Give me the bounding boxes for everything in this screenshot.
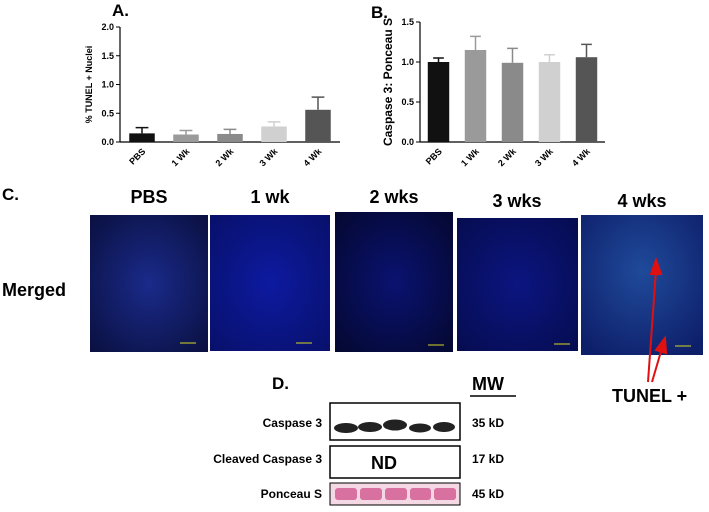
error-bar — [135, 126, 149, 134]
panel-label: D. — [272, 374, 289, 393]
x-tick-label: 2 Wk — [213, 146, 236, 169]
error-bar — [581, 43, 592, 58]
panel-label: B. — [371, 3, 388, 22]
scale-bars — [180, 342, 691, 347]
y-tick-label: 1.0 — [401, 57, 414, 67]
micrograph — [335, 212, 453, 352]
y-tick-label: 0.0 — [401, 137, 414, 147]
y-tick-label: 1.5 — [101, 51, 114, 61]
mw-label: 35 kD — [472, 416, 504, 430]
error-bar — [179, 129, 193, 135]
arrows — [647, 257, 668, 383]
micrograph — [457, 218, 578, 351]
bar — [538, 62, 561, 142]
x-tick-label: PBS — [424, 146, 444, 166]
y-tick-label: 2.0 — [101, 22, 114, 32]
bar — [501, 62, 524, 142]
x-tick-label: PBS — [127, 146, 147, 166]
not-detected: ND — [371, 453, 397, 473]
micrograph — [90, 215, 208, 352]
blot — [329, 445, 461, 479]
bar — [173, 134, 199, 142]
column-header: 3 wks — [492, 191, 541, 211]
micrograph — [210, 215, 330, 351]
column-header: 4 wks — [617, 191, 666, 211]
row-label: Caspase 3 — [263, 416, 323, 430]
y-tick-label: 0.0 — [101, 137, 114, 147]
panel-label: C. — [2, 185, 19, 204]
y-axis-label: % TUNEL + Nuclei — [84, 46, 94, 124]
x-tick-label: 4 Wk — [570, 146, 593, 169]
x-tick-label: 4 Wk — [301, 146, 324, 169]
error-bar — [223, 128, 237, 134]
row-label: Cleaved Caspase 3 — [213, 452, 322, 466]
x-tick-label: 1 Wk — [459, 146, 482, 169]
y-axis-label: Caspase 3: Ponceau S — [381, 18, 395, 146]
error-bar — [267, 121, 281, 127]
y-tick-label: 0.5 — [401, 97, 414, 107]
bar — [217, 133, 243, 142]
bands — [334, 419, 455, 433]
bar — [427, 62, 450, 142]
x-tick-label: 3 Wk — [257, 146, 280, 169]
mw-label: 17 kD — [472, 452, 504, 466]
error-bar — [311, 96, 325, 110]
error-bar — [507, 47, 518, 63]
bar — [129, 133, 155, 142]
mw-label: 45 kD — [472, 487, 504, 501]
y-tick-label: 1.5 — [401, 17, 414, 27]
column-header: PBS — [130, 187, 167, 207]
error-bar — [544, 54, 555, 62]
column-header: 1 wk — [250, 187, 290, 207]
y-tick-label: 0.5 — [101, 108, 114, 118]
row-label: Ponceau S — [261, 487, 322, 501]
mw-header: MW — [472, 374, 504, 394]
bar — [305, 109, 331, 142]
panel-label: A. — [112, 1, 129, 20]
annotation: TUNEL + — [612, 386, 687, 406]
x-tick-label: 1 Wk — [169, 146, 192, 169]
x-tick-label: 3 Wk — [533, 146, 556, 169]
row-label: Merged — [2, 280, 66, 300]
bands — [335, 488, 456, 500]
error-bar — [470, 35, 481, 50]
y-tick-label: 1.0 — [101, 80, 114, 90]
charts: A. % TUNEL + Nuclei 0.0 0.5 1.0 1.5 2.0 PBS 1 Wk… — [84, 1, 605, 168]
bar — [464, 50, 487, 142]
error-bar — [433, 57, 444, 62]
micrograph — [581, 215, 703, 355]
column-header: 2 wks — [369, 187, 418, 207]
x-tick-label: 2 Wk — [496, 146, 519, 169]
bar — [261, 126, 287, 142]
bar — [575, 57, 598, 143]
